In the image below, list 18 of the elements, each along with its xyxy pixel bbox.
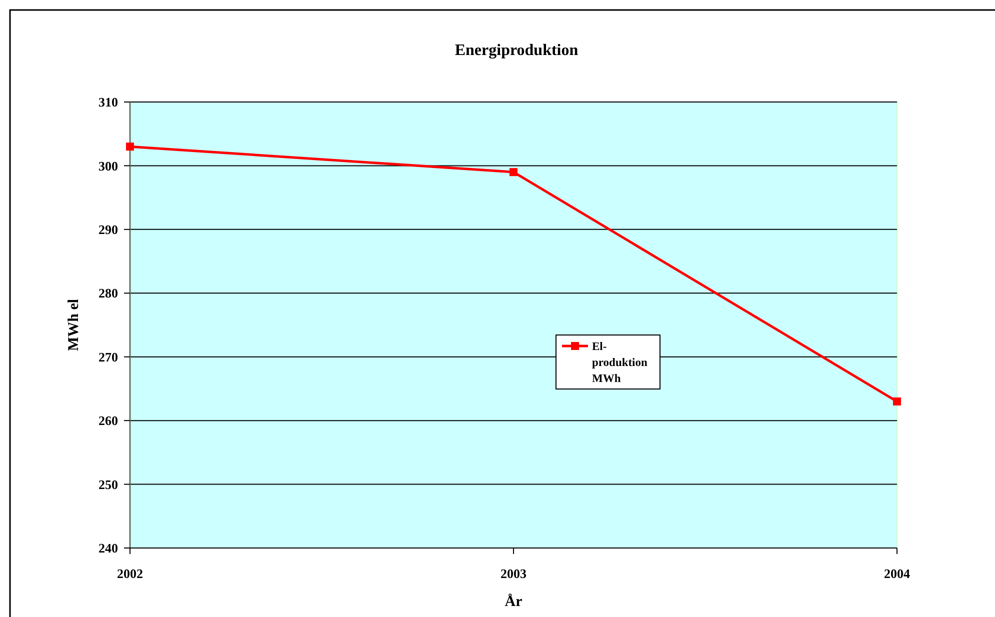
y-tick-label: 240 bbox=[98, 540, 118, 556]
x-tick-label: 2004 bbox=[884, 566, 910, 581]
x-tick-label: 2003 bbox=[500, 566, 527, 581]
chart-title: Energiproduktion bbox=[454, 42, 578, 59]
y-axis-title: MWh el bbox=[66, 298, 82, 352]
point bbox=[126, 142, 134, 151]
x-axis-title: År bbox=[504, 593, 523, 610]
y-tick-label: 300 bbox=[98, 158, 118, 174]
legend-label: El-produktion MWh bbox=[592, 341, 648, 385]
y-tick-label: 250 bbox=[98, 476, 118, 492]
y-tick-label: 280 bbox=[98, 286, 118, 301]
y-tick-label: 260 bbox=[98, 413, 118, 428]
y-tick-label: 290 bbox=[98, 222, 118, 237]
point bbox=[893, 397, 901, 406]
y-tick-label: 270 bbox=[98, 349, 118, 364]
x-tick-label: 2002 bbox=[117, 566, 143, 581]
y-tick-label: 310 bbox=[98, 94, 118, 110]
point bbox=[510, 168, 518, 176]
